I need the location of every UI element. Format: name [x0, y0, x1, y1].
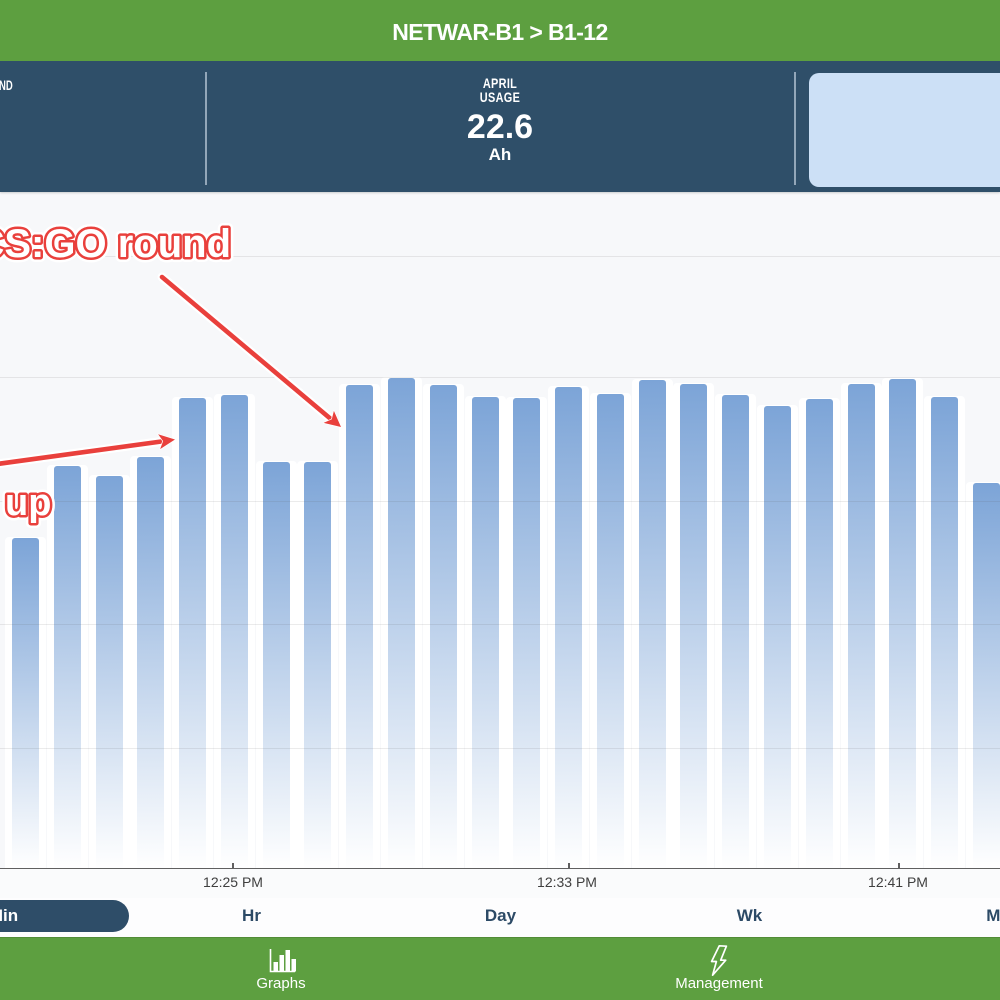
- svg-text:up: up: [5, 482, 51, 524]
- svg-text:up: up: [5, 482, 51, 524]
- svg-text:CS:GO round: CS:GO round: [0, 222, 231, 266]
- svg-text:CS:GO round: CS:GO round: [0, 222, 231, 266]
